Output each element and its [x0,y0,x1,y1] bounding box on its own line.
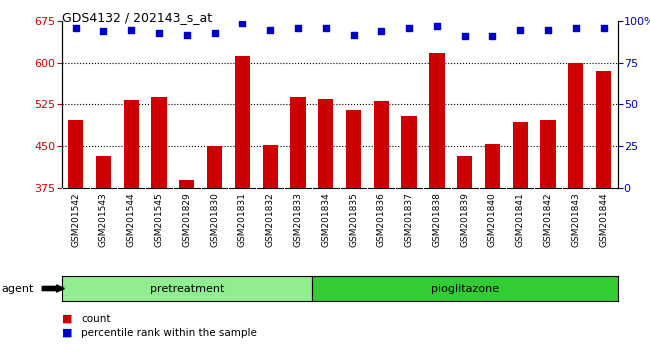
Bar [291,97,306,188]
Text: GSM201544: GSM201544 [127,192,136,247]
Text: GSM201834: GSM201834 [321,192,330,247]
Text: GSM201836: GSM201836 [377,192,386,247]
Text: GSM201835: GSM201835 [349,192,358,247]
Point [292,25,303,31]
Bar [179,181,194,188]
Bar [457,156,473,188]
Text: GDS4132 / 202143_s_at: GDS4132 / 202143_s_at [62,11,212,24]
Bar [540,120,556,188]
Text: GSM201840: GSM201840 [488,192,497,247]
Text: count: count [81,314,110,324]
Text: GSM201830: GSM201830 [210,192,219,247]
Point [599,25,609,31]
Text: GSM201838: GSM201838 [432,192,441,247]
Bar [402,115,417,188]
Bar [207,146,222,188]
Text: ■: ■ [62,314,72,324]
Text: GSM201832: GSM201832 [266,192,275,247]
Point [181,32,192,38]
Text: percentile rank within the sample: percentile rank within the sample [81,328,257,338]
Point [376,28,387,34]
Point [265,27,276,32]
Point [543,27,553,32]
Bar [96,156,111,188]
Text: GSM201842: GSM201842 [543,192,552,247]
Point [571,25,581,31]
Text: pretreatment: pretreatment [150,284,224,293]
Text: GSM201831: GSM201831 [238,192,247,247]
Text: GSM201841: GSM201841 [515,192,525,247]
Bar [429,53,445,188]
Point [488,33,498,39]
Text: GSM201542: GSM201542 [71,192,80,247]
Point [460,33,470,39]
Point [209,30,220,36]
Bar [235,56,250,188]
Bar [68,120,83,188]
Text: GSM201833: GSM201833 [293,192,302,247]
Text: pioglitazone: pioglitazone [430,284,499,293]
Text: GSM201839: GSM201839 [460,192,469,247]
Text: GSM201543: GSM201543 [99,192,108,247]
Point [126,27,136,32]
Point [237,20,248,26]
Point [432,23,442,29]
Bar [124,100,139,188]
Bar [374,101,389,188]
Text: GSM201843: GSM201843 [571,192,580,247]
Text: agent: agent [1,284,34,293]
Bar [568,63,584,188]
Text: GSM201829: GSM201829 [182,192,191,247]
Bar [485,144,500,188]
Text: GSM201837: GSM201837 [404,192,413,247]
Point [154,30,164,36]
Point [70,25,81,31]
Bar [318,99,333,188]
Point [404,25,414,31]
Point [320,25,331,31]
Bar [263,145,278,188]
Bar [346,110,361,188]
Point [98,28,109,34]
Bar [596,71,611,188]
Bar [513,122,528,188]
Bar [151,97,166,188]
Text: GSM201545: GSM201545 [155,192,164,247]
Text: ■: ■ [62,328,72,338]
Point [348,32,359,38]
Point [515,27,525,32]
Text: GSM201844: GSM201844 [599,192,608,247]
